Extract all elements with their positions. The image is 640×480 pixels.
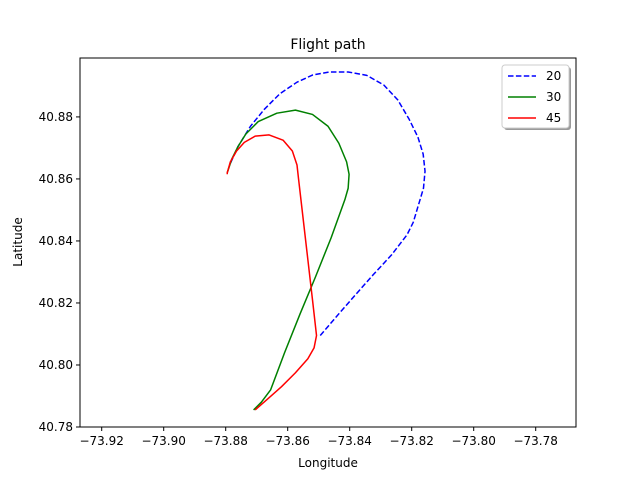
y-tick-label: 40.78: [39, 420, 73, 434]
series-line-45: [226, 134, 318, 411]
y-tick-label: 40.82: [39, 296, 73, 310]
y-tick-label: 40.86: [39, 172, 73, 186]
x-tick-label: −73.84: [327, 434, 371, 448]
y-axis-label: Latitude: [11, 217, 25, 266]
x-tick-label: −73.78: [513, 434, 557, 448]
series-line-20: [229, 71, 426, 337]
x-tick-label: −73.86: [265, 434, 309, 448]
x-tick-label: −73.82: [389, 434, 433, 448]
y-tick-label: 40.84: [39, 234, 73, 248]
legend-label-30: 30: [546, 90, 561, 104]
plot-area-frame: [79, 57, 577, 428]
series-layer: [226, 71, 426, 411]
x-tick-label: −73.90: [141, 434, 185, 448]
y-tick-label: 40.88: [39, 110, 73, 124]
legend-label-45: 45: [546, 111, 561, 125]
x-axis-ticks: −73.92 −73.90 −73.88 −73.86 −73.84 −73.82 −73.…: [79, 427, 558, 448]
legend: 20 30 45: [501, 64, 571, 130]
legend-label-20: 20: [546, 69, 561, 83]
x-axis-label: Longitude: [298, 456, 358, 470]
series-line-30: [226, 109, 350, 411]
x-tick-label: −73.92: [79, 434, 123, 448]
y-axis-ticks: 40.78 40.80 40.82 40.84 40.86 40.88: [39, 110, 80, 434]
x-tick-label: −73.80: [451, 434, 495, 448]
x-tick-label: −73.88: [203, 434, 247, 448]
y-tick-label: 40.80: [39, 358, 73, 372]
chart-title: Flight path: [290, 37, 365, 53]
